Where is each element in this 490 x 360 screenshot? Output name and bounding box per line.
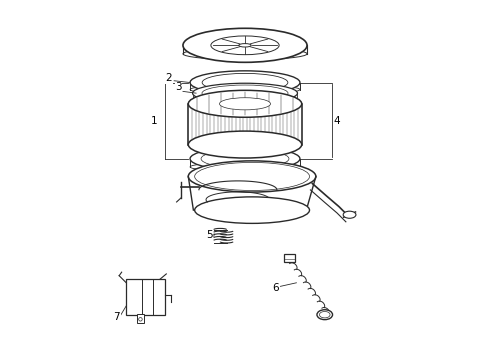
FancyBboxPatch shape xyxy=(137,314,144,323)
Text: 2: 2 xyxy=(166,73,172,83)
FancyBboxPatch shape xyxy=(126,279,165,315)
Ellipse shape xyxy=(188,90,302,117)
Ellipse shape xyxy=(202,85,288,101)
Ellipse shape xyxy=(319,311,330,318)
Text: 1: 1 xyxy=(151,116,158,126)
Ellipse shape xyxy=(190,85,300,94)
Ellipse shape xyxy=(193,83,297,103)
Ellipse shape xyxy=(239,44,251,47)
Text: 3: 3 xyxy=(175,82,182,93)
Text: 7: 7 xyxy=(113,312,120,322)
Ellipse shape xyxy=(195,162,310,190)
Ellipse shape xyxy=(195,197,310,224)
Ellipse shape xyxy=(211,36,279,55)
Ellipse shape xyxy=(190,147,300,170)
Ellipse shape xyxy=(188,131,302,158)
Ellipse shape xyxy=(190,71,300,94)
Ellipse shape xyxy=(220,98,270,110)
Ellipse shape xyxy=(188,161,316,192)
Ellipse shape xyxy=(343,211,356,218)
Ellipse shape xyxy=(183,48,307,60)
Ellipse shape xyxy=(317,310,333,320)
FancyBboxPatch shape xyxy=(284,254,294,261)
Text: 4: 4 xyxy=(334,116,341,126)
Ellipse shape xyxy=(183,28,307,62)
Ellipse shape xyxy=(201,149,289,168)
Text: 5: 5 xyxy=(206,230,213,240)
Ellipse shape xyxy=(202,73,288,92)
Text: 6: 6 xyxy=(272,283,279,293)
Ellipse shape xyxy=(139,318,142,321)
Ellipse shape xyxy=(193,96,297,104)
Ellipse shape xyxy=(190,162,300,172)
